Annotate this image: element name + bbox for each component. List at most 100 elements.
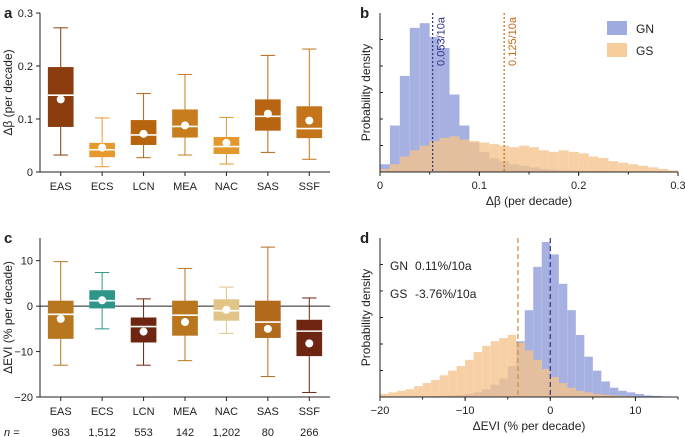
panel-d-series-gs (380, 335, 678, 397)
panel-c-n-value: 142 (176, 427, 194, 437)
hist-bar (419, 145, 430, 172)
hist-bar (409, 27, 420, 172)
panel-c-category-label: NAC (215, 406, 238, 418)
panel-a-box-nac (213, 116, 240, 165)
hist-bar (380, 168, 390, 172)
panel-a-box-sas (255, 54, 281, 153)
panel-b-xtick-label: 0.2 (571, 180, 586, 192)
hist-bar (558, 383, 568, 397)
hist-bar (609, 387, 619, 397)
hist-bar (489, 144, 500, 172)
panel-b-vline-label: 0.053/10a (436, 16, 448, 66)
panel-c-n-value: 963 (52, 427, 70, 437)
hist-bar (519, 145, 529, 172)
mean-marker (181, 121, 189, 130)
hist-bar (399, 156, 410, 172)
hist-bar (548, 151, 559, 172)
panel-c-ytick-label: −20 (14, 392, 33, 404)
hist-bar (578, 153, 589, 172)
panel-c-box-ssf (296, 297, 323, 393)
hist-bar (568, 151, 579, 172)
panel-c-n-value: 80 (262, 427, 274, 437)
panel-c-category-label: SSF (299, 406, 321, 418)
panel-d-xtick-label: −20 (371, 405, 390, 417)
hist-bar (419, 23, 430, 173)
hist-bar (635, 393, 644, 397)
panel-a-box-ecs (89, 117, 115, 168)
hist-bar (550, 254, 559, 397)
hist-bar (397, 390, 406, 397)
mean-marker (222, 138, 231, 147)
mean-marker (263, 109, 272, 118)
hist-bar (448, 370, 457, 397)
panel-c-box-nac (213, 286, 240, 334)
panel-c-n-value: 266 (300, 427, 318, 437)
panel-c-ylabel: ΔEVI (% per decade) (1, 261, 15, 374)
hist-bar (626, 392, 636, 397)
hist-bar (584, 356, 593, 397)
hist-bar (533, 266, 542, 397)
legend-label-gn: GN (636, 22, 654, 36)
hist-bar (405, 389, 415, 397)
panel-a-category-label: MEA (173, 181, 198, 193)
hist-bar (618, 395, 627, 397)
hist-bar (575, 390, 585, 397)
hist-bar (550, 376, 559, 397)
hist-bar (422, 383, 432, 397)
mean-marker (305, 116, 314, 125)
panel-c-box-ecs (89, 272, 115, 330)
hist-bar (592, 393, 602, 397)
hist-bar (380, 164, 390, 172)
hist-bar (558, 150, 569, 172)
hist-bar (389, 125, 400, 172)
hist-bar (482, 345, 491, 397)
box-body (296, 319, 323, 357)
panel-a-category-label: ECS (91, 181, 114, 193)
hist-bar (429, 141, 440, 172)
panel-b-xtick-label: 0.1 (472, 180, 487, 192)
panel-c-ytick-label: −10 (14, 347, 33, 359)
hist-bar (584, 392, 593, 397)
panel-a-box-mea (172, 73, 198, 156)
panel-b-vline-label: 0.125/10a (507, 16, 519, 66)
mean-marker (181, 318, 189, 327)
hist-bar (388, 392, 398, 397)
panel-b-label: b (360, 5, 369, 22)
panel-c-ytick-label: 10 (21, 256, 33, 268)
hist-bar (490, 341, 500, 397)
mean-marker (56, 314, 65, 323)
mean-marker (56, 95, 65, 104)
panel-c-box-eas (47, 261, 74, 366)
annotation-gn-value: 0.11%/10a (415, 259, 472, 273)
hist-bar (541, 242, 551, 397)
hist-bar (516, 342, 525, 397)
hist-bar (469, 141, 480, 172)
panel-a-ytick-label: 0.3 (18, 8, 33, 20)
hist-bar (601, 394, 610, 397)
mean-marker (139, 129, 148, 138)
hist-bar (567, 310, 576, 397)
panel-a-category-label: EAS (50, 181, 72, 193)
hist-bar (592, 370, 602, 397)
hist-bar (499, 338, 508, 397)
hist-bar (429, 37, 440, 173)
panel-c-category-label: MEA (173, 406, 198, 418)
panel-c-label: c (4, 230, 12, 247)
legend-label-gs: GS (636, 44, 653, 58)
hist-bar (618, 390, 627, 397)
hist-bar (449, 136, 460, 172)
panel-a-category-label: SAS (257, 181, 279, 193)
hist-bar (380, 393, 389, 397)
panel-c-category-label: SAS (257, 406, 279, 418)
panel-c-n-value: 1,512 (88, 427, 116, 437)
hist-bar (414, 386, 423, 397)
panel-a-box-lcn (130, 93, 157, 159)
panel-b-xtick-label: 0.3 (670, 180, 685, 192)
hist-bar (648, 167, 659, 172)
annotation-gs-value: -3.76%/10a (415, 287, 477, 301)
hist-bar (598, 158, 609, 172)
panel-a-category-label: NAC (215, 181, 238, 193)
hist-bar (541, 369, 551, 397)
panel-b-ylabel: Probability density (359, 44, 373, 141)
hist-bar (628, 164, 639, 172)
